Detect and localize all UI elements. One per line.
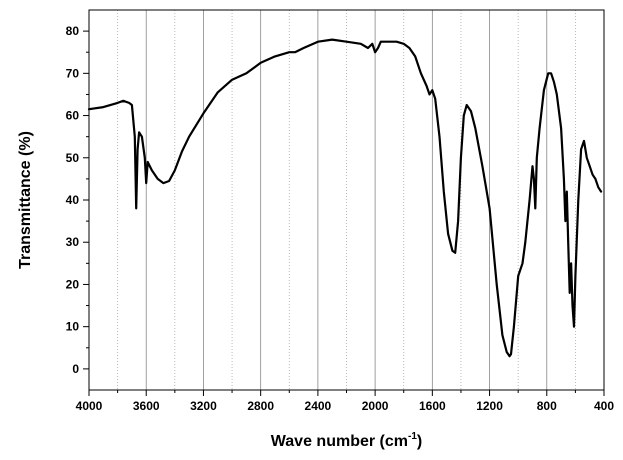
x-tick-label: 1600 bbox=[419, 399, 446, 413]
x-axis-title: Wave number (cm-1) bbox=[271, 431, 422, 450]
y-axis-title: Transmittance (%) bbox=[17, 131, 34, 269]
x-axis-title-main: Wave number (cm bbox=[271, 433, 408, 450]
x-axis-title-superscript: -1 bbox=[408, 431, 417, 442]
y-tick-label: 30 bbox=[66, 235, 80, 249]
x-tick-label: 3600 bbox=[133, 399, 160, 413]
y-tick-label: 50 bbox=[66, 151, 80, 165]
x-tick-label: 2800 bbox=[247, 399, 274, 413]
y-tick-label: 20 bbox=[66, 277, 80, 291]
y-tick-label: 40 bbox=[66, 193, 80, 207]
y-tick-label: 0 bbox=[72, 362, 79, 376]
transmittance-curve bbox=[87, 38, 603, 358]
x-tick-label: 400 bbox=[594, 399, 614, 413]
x-tick-label: 1200 bbox=[476, 399, 503, 413]
gridlines bbox=[117, 10, 576, 390]
tick-labels: 4000 3600 3200 2800 2400 2000 1600 1200 800 40001… bbox=[66, 24, 615, 413]
x-tick-label: 4000 bbox=[76, 399, 103, 413]
y-tick-label: 10 bbox=[66, 320, 80, 334]
x-axis-title-suffix: ) bbox=[417, 433, 422, 450]
x-tick-label: 2000 bbox=[362, 399, 389, 413]
x-tick-label: 2400 bbox=[305, 399, 332, 413]
y-tick-label: 60 bbox=[66, 109, 80, 123]
y-tick-label: 70 bbox=[66, 66, 80, 80]
x-tick-label: 3200 bbox=[190, 399, 217, 413]
y-tick-label: 80 bbox=[66, 24, 80, 38]
axes-ticks bbox=[83, 30, 605, 396]
x-tick-label: 800 bbox=[537, 399, 557, 413]
